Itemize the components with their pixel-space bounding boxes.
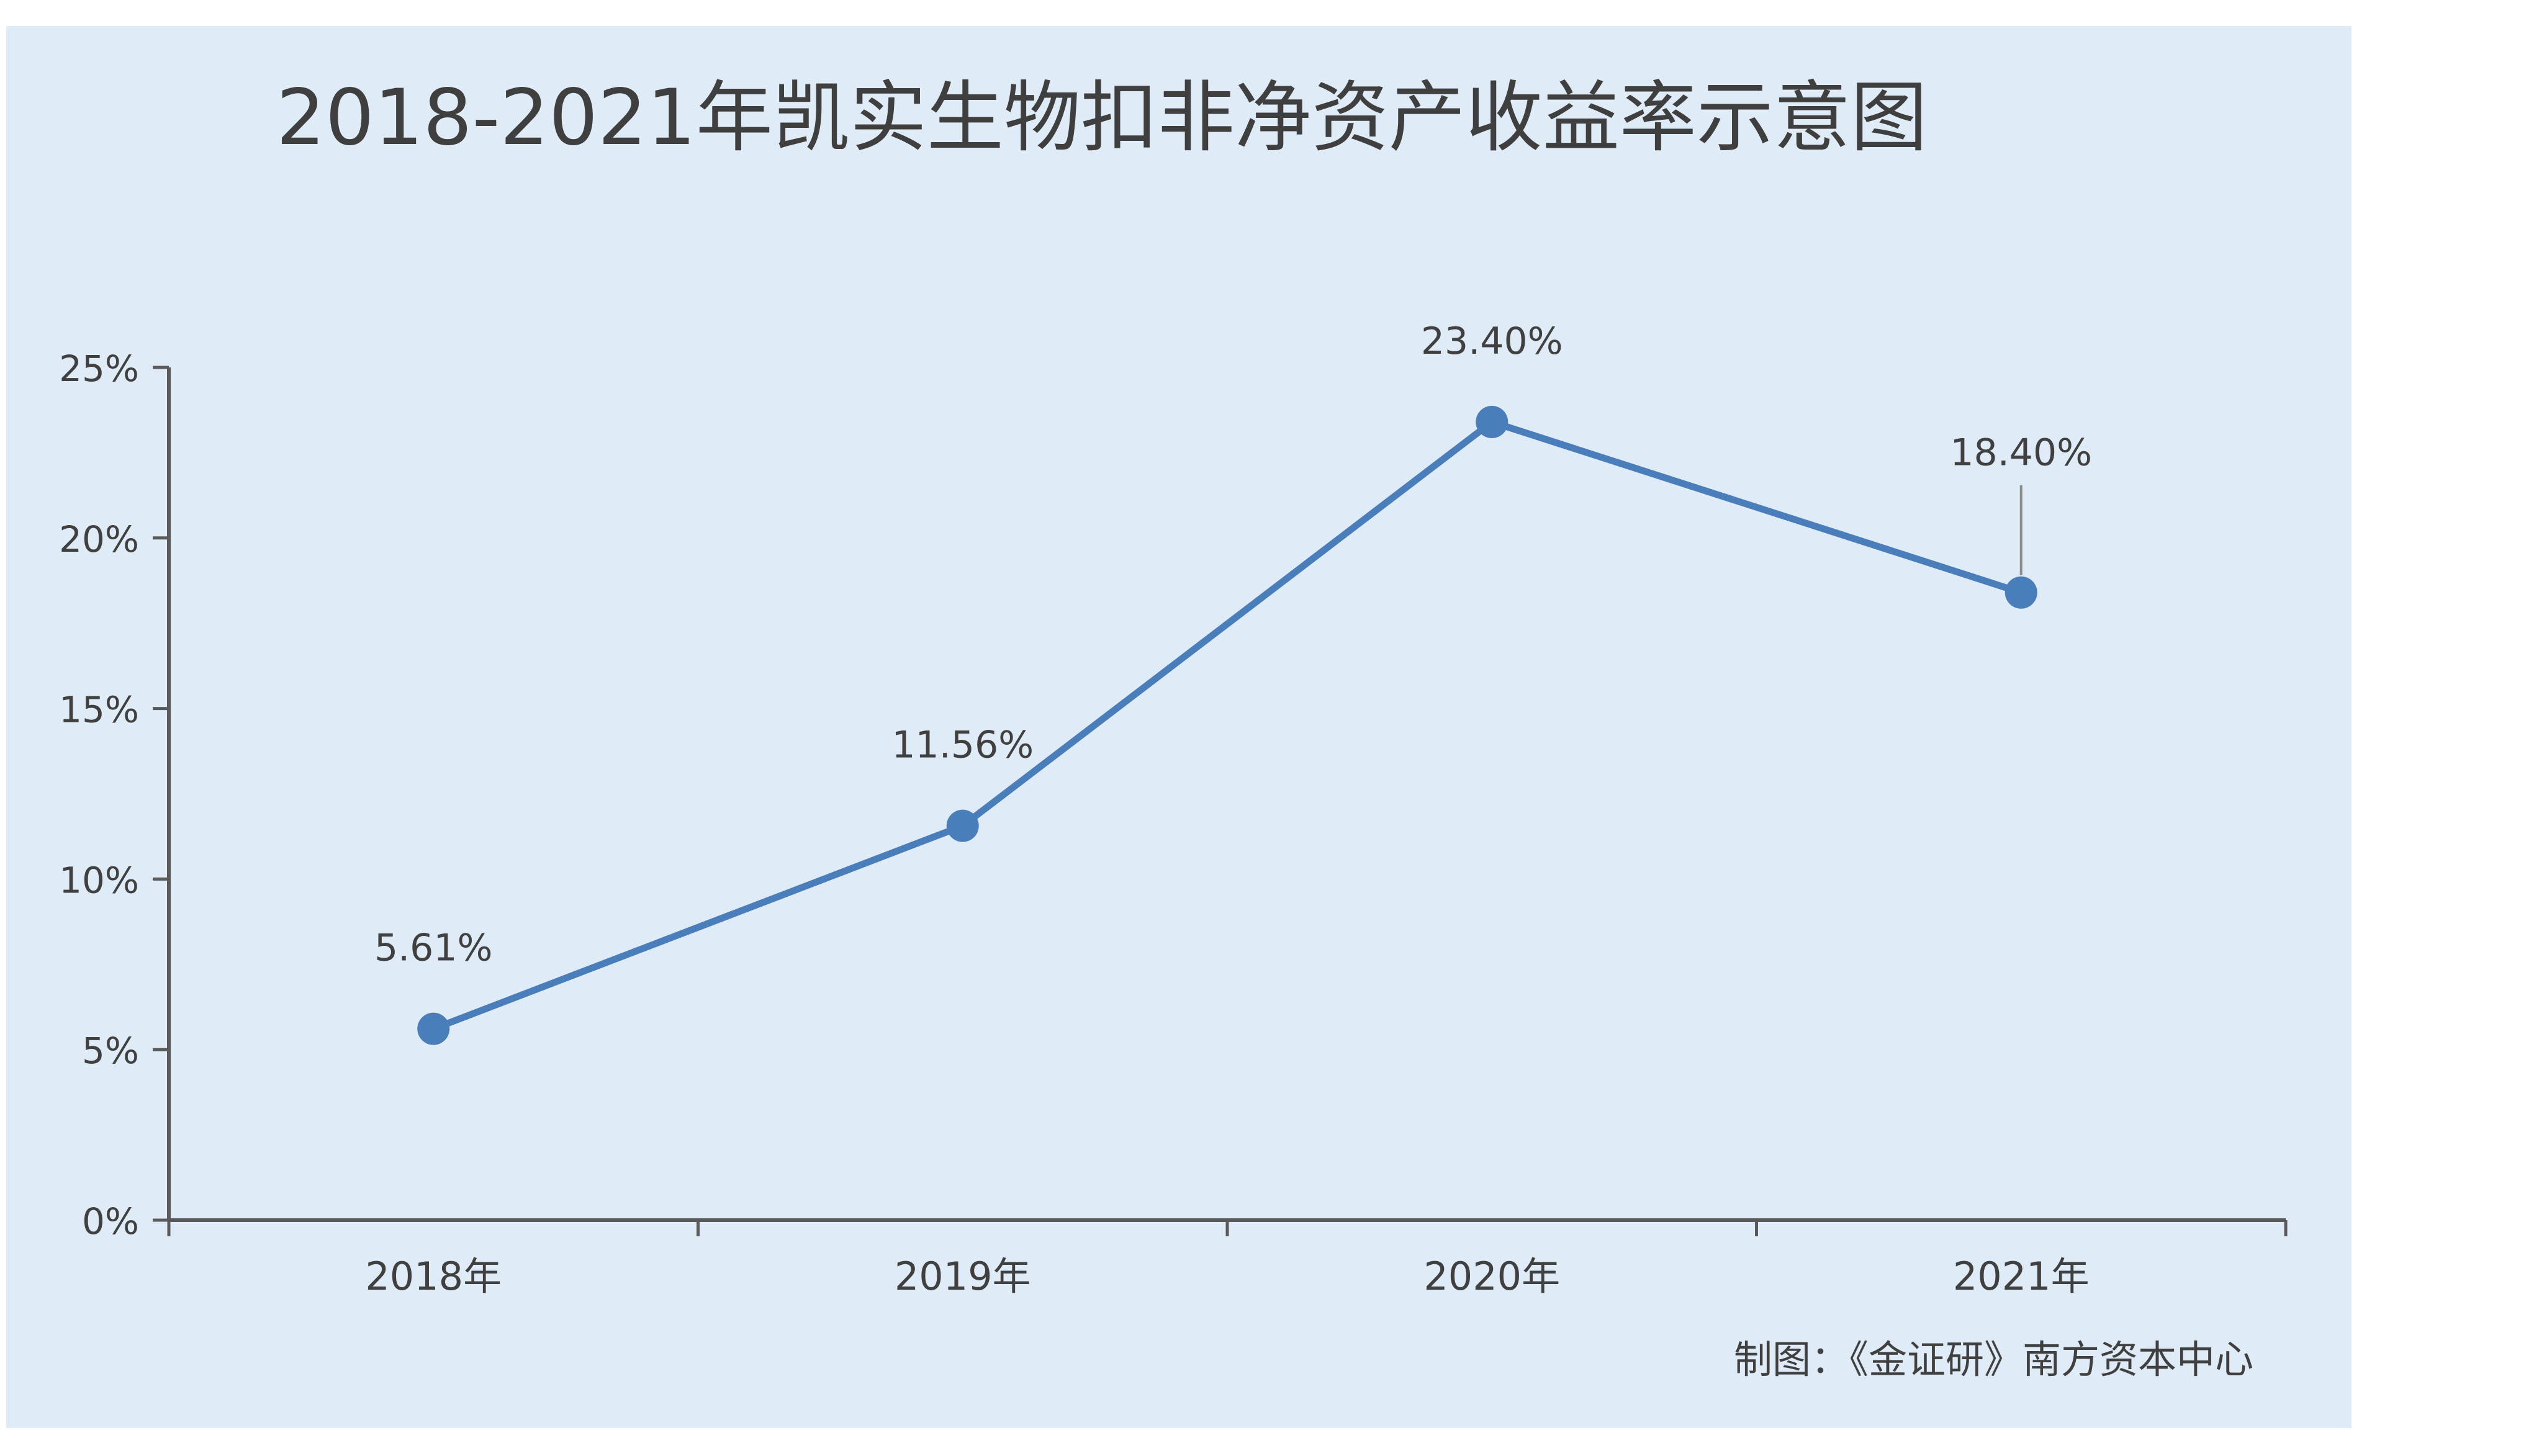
y-tick-label: 10% [59, 859, 139, 901]
y-tick-label: 25% [59, 348, 139, 390]
chart-title: 2018-2021年凯实生物扣非净资产收益率示意图 [276, 73, 1928, 163]
x-tick-label: 2020年 [1423, 1254, 1560, 1299]
data-label: 5.61% [374, 927, 493, 970]
data-point [946, 809, 979, 842]
source-note: 制图：《金证研》南方资本中心 [1734, 1337, 2253, 1382]
data-point [2005, 576, 2037, 609]
y-tick-label: 0% [82, 1200, 139, 1243]
axes: 0% 5% 10% 15% 20% 25% 2018年 2019年 2020年 2021年 [59, 348, 2288, 1299]
x-tick-label: 2019年 [895, 1254, 1031, 1299]
data-label: 18.40% [1950, 431, 2092, 475]
plot-area: 5.61% 11.56% 23.40% 18.40% [374, 320, 2092, 1045]
data-label: 11.56% [891, 724, 1034, 767]
chart-background [6, 26, 2352, 1428]
data-label: 23.40% [1421, 320, 1563, 363]
x-tick-label: 2018年 [365, 1254, 502, 1299]
data-point [417, 1012, 450, 1045]
data-point [1476, 405, 1509, 438]
y-tick-label: 20% [59, 518, 139, 560]
y-tick-label: 5% [82, 1030, 139, 1072]
x-tick-label: 2021年 [1953, 1254, 2090, 1299]
y-tick-label: 15% [59, 689, 139, 731]
series-line [430, 418, 2025, 1033]
